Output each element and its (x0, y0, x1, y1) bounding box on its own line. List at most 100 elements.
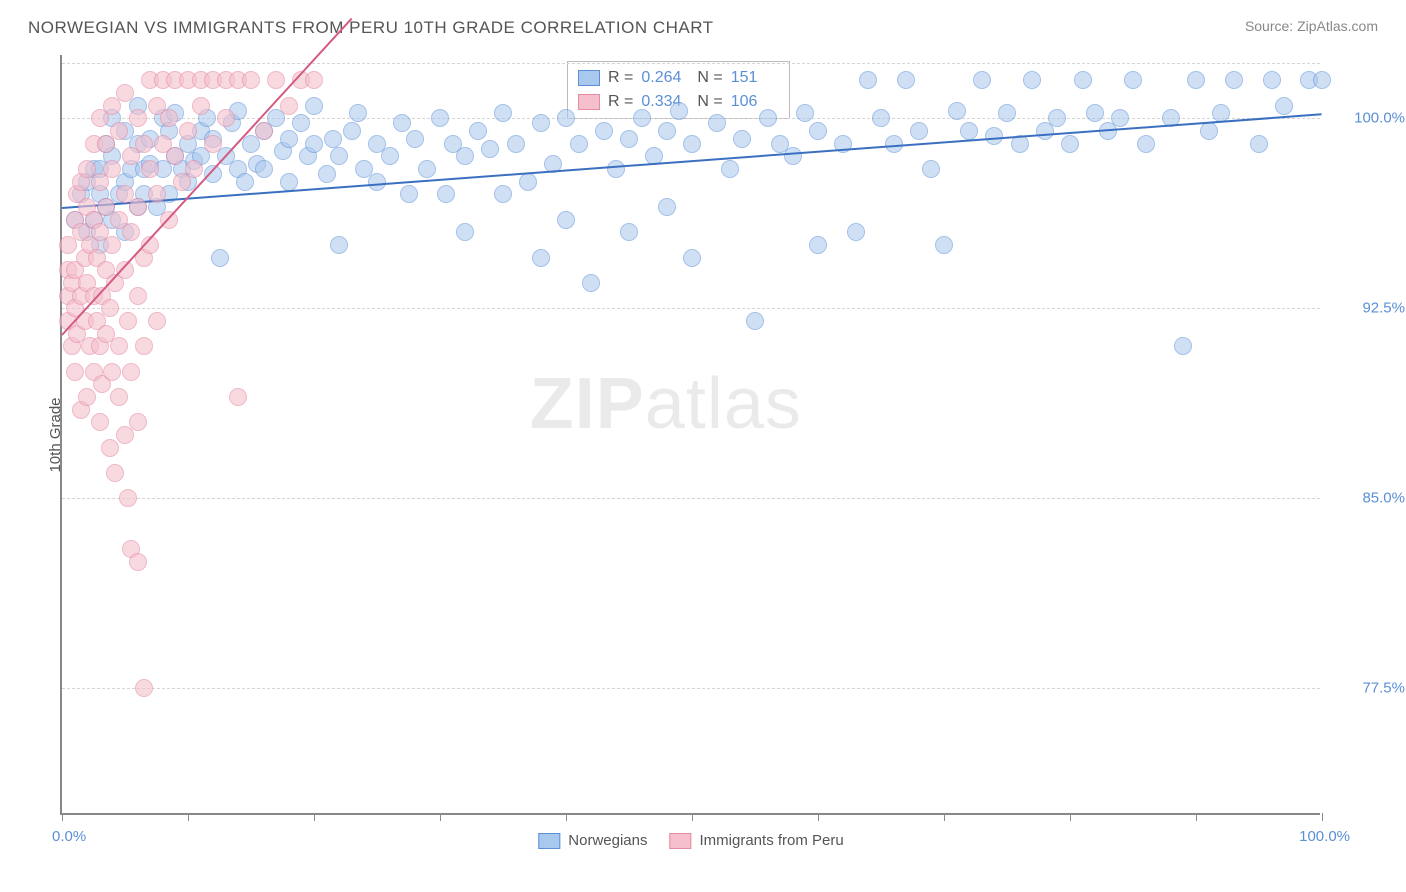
stat-r-label: R = (608, 66, 633, 90)
data-point (217, 109, 235, 127)
data-point (110, 122, 128, 140)
data-point (948, 102, 966, 120)
data-point (101, 439, 119, 457)
data-point (129, 413, 147, 431)
data-point (897, 71, 915, 89)
data-point (135, 135, 153, 153)
bottom-legend: Norwegians Immigrants from Peru (538, 832, 843, 849)
data-point (1313, 71, 1331, 89)
data-point (683, 249, 701, 267)
data-point (670, 102, 688, 120)
data-point (122, 363, 140, 381)
chart-container: 10th Grade ZIPatlas R =0.264N =151R =0.3… (60, 55, 1320, 815)
data-point (733, 130, 751, 148)
data-point (280, 97, 298, 115)
legend-item: Norwegians (538, 832, 647, 849)
gridline-h (62, 63, 1320, 64)
stat-r-value: 0.264 (641, 66, 689, 90)
data-point (393, 114, 411, 132)
data-point (633, 109, 651, 127)
x-tick (818, 813, 819, 821)
data-point (78, 388, 96, 406)
data-point (872, 109, 890, 127)
data-point (305, 135, 323, 153)
gridline-h (62, 688, 1320, 689)
data-point (960, 122, 978, 140)
data-point (318, 165, 336, 183)
data-point (103, 363, 121, 381)
data-point (935, 236, 953, 254)
data-point (324, 130, 342, 148)
gridline-h (62, 498, 1320, 499)
data-point (431, 109, 449, 127)
data-point (280, 130, 298, 148)
data-point (910, 122, 928, 140)
data-point (229, 388, 247, 406)
data-point (809, 122, 827, 140)
data-point (1174, 337, 1192, 355)
data-point (759, 109, 777, 127)
data-point (557, 109, 575, 127)
data-point (1124, 71, 1142, 89)
data-point (796, 104, 814, 122)
data-point (129, 287, 147, 305)
data-point (192, 97, 210, 115)
x-tick (62, 813, 63, 821)
data-point (437, 185, 455, 203)
legend-item: Immigrants from Peru (670, 832, 844, 849)
data-point (129, 109, 147, 127)
data-point (110, 388, 128, 406)
x-axis-max-label: 100.0% (1299, 828, 1350, 845)
data-point (103, 160, 121, 178)
data-point (507, 135, 525, 153)
data-point (280, 173, 298, 191)
data-point (985, 127, 1003, 145)
source-label: Source: ZipAtlas.com (1245, 18, 1378, 34)
x-tick (188, 813, 189, 821)
data-point (185, 160, 203, 178)
data-point (1250, 135, 1268, 153)
gridline-h (62, 308, 1320, 309)
data-point (1263, 71, 1281, 89)
data-point (998, 104, 1016, 122)
data-point (255, 160, 273, 178)
legend-swatch (538, 833, 560, 849)
data-point (381, 147, 399, 165)
data-point (582, 274, 600, 292)
data-point (570, 135, 588, 153)
data-point (267, 71, 285, 89)
data-point (368, 173, 386, 191)
data-point (784, 147, 802, 165)
data-point (519, 173, 537, 191)
data-point (1086, 104, 1104, 122)
data-point (122, 223, 140, 241)
data-point (129, 198, 147, 216)
data-point (922, 160, 940, 178)
data-point (236, 173, 254, 191)
data-point (66, 363, 84, 381)
data-point (809, 236, 827, 254)
data-point (708, 114, 726, 132)
legend-label: Norwegians (568, 832, 647, 849)
data-point (141, 160, 159, 178)
watermark: ZIPatlas (530, 363, 802, 445)
data-point (91, 413, 109, 431)
data-point (106, 464, 124, 482)
data-point (135, 679, 153, 697)
data-point (349, 104, 367, 122)
data-point (607, 160, 625, 178)
chart-title: NORWEGIAN VS IMMIGRANTS FROM PERU 10TH G… (28, 18, 714, 38)
y-tick-label: 85.0% (1330, 490, 1405, 507)
x-tick (944, 813, 945, 821)
x-tick (1070, 813, 1071, 821)
data-point (658, 198, 676, 216)
y-tick-label: 77.5% (1330, 680, 1405, 697)
data-point (1111, 109, 1129, 127)
data-point (746, 312, 764, 330)
data-point (330, 236, 348, 254)
data-point (242, 71, 260, 89)
data-point (456, 223, 474, 241)
data-point (620, 130, 638, 148)
x-tick (692, 813, 693, 821)
x-tick (440, 813, 441, 821)
